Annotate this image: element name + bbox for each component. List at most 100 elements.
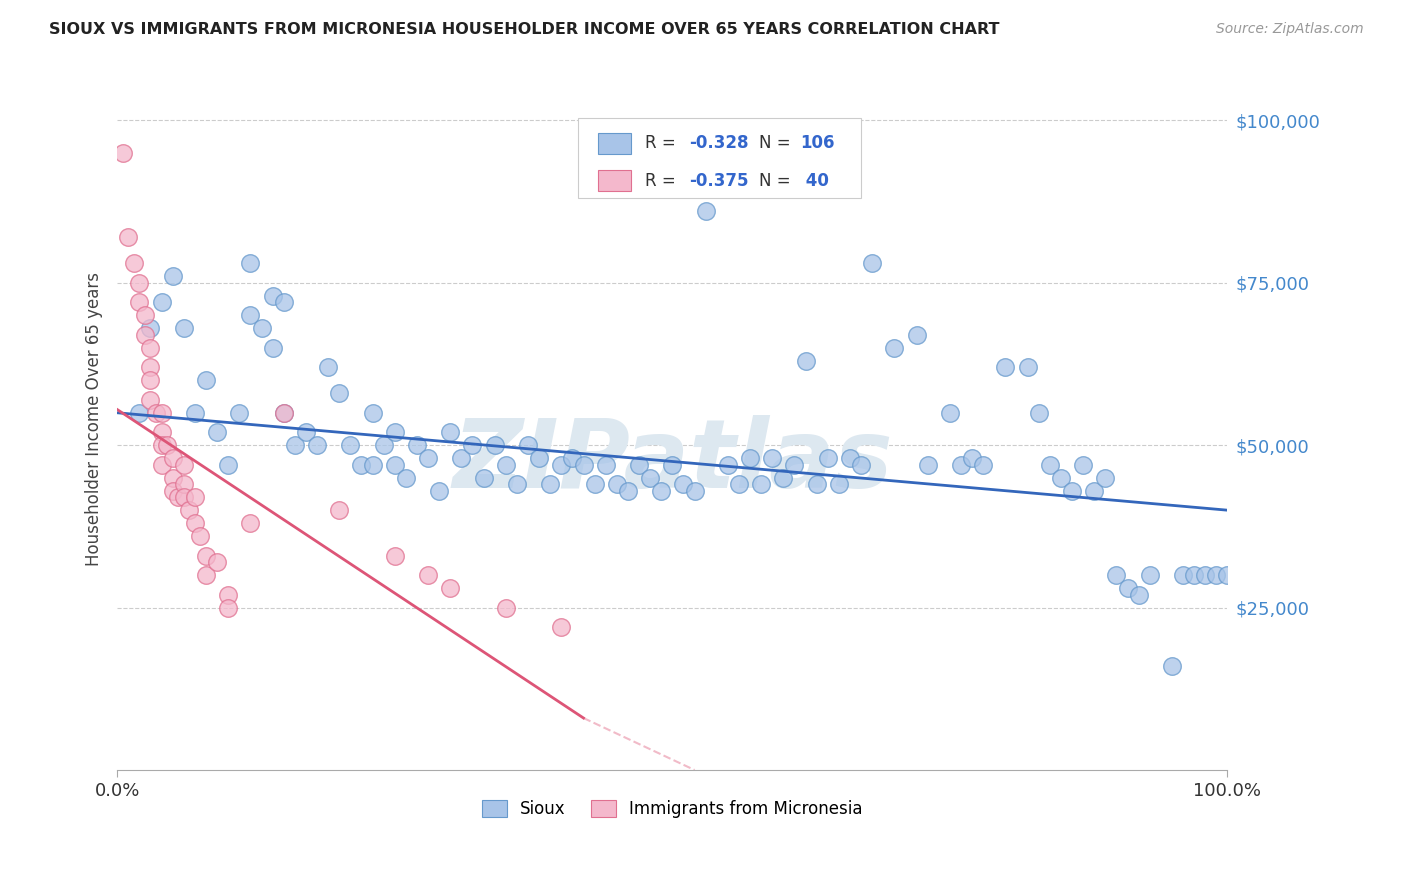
Point <box>339 438 361 452</box>
Point <box>1050 471 1073 485</box>
Text: N =: N = <box>759 135 796 153</box>
Point <box>506 477 529 491</box>
Point <box>439 425 461 440</box>
Point <box>305 438 328 452</box>
Point <box>217 588 239 602</box>
Point <box>517 438 540 452</box>
Point <box>917 458 939 472</box>
Point <box>617 483 640 498</box>
Point <box>150 406 173 420</box>
Point <box>1071 458 1094 472</box>
Point <box>1216 568 1239 582</box>
FancyBboxPatch shape <box>598 133 631 154</box>
Point <box>638 471 661 485</box>
Point <box>373 438 395 452</box>
Text: -0.375: -0.375 <box>689 171 748 189</box>
Point <box>361 406 384 420</box>
Point <box>1139 568 1161 582</box>
Point <box>484 438 506 452</box>
Point <box>950 458 973 472</box>
Point <box>184 516 207 531</box>
Point <box>328 503 350 517</box>
Point <box>150 438 173 452</box>
Point <box>134 327 156 342</box>
Point <box>595 458 617 472</box>
Point <box>150 458 173 472</box>
Point <box>416 451 439 466</box>
Point <box>162 451 184 466</box>
Point <box>139 360 162 375</box>
Point <box>179 503 201 517</box>
Text: 40: 40 <box>800 171 830 189</box>
Point <box>817 451 839 466</box>
Point <box>1194 568 1216 582</box>
Point <box>772 471 794 485</box>
Point <box>495 458 517 472</box>
Point <box>1171 568 1194 582</box>
Point <box>150 425 173 440</box>
Point <box>128 295 150 310</box>
Point <box>628 458 651 472</box>
Point <box>205 555 228 569</box>
Point <box>128 406 150 420</box>
Point <box>361 458 384 472</box>
Point <box>1094 471 1116 485</box>
Text: R =: R = <box>644 171 681 189</box>
Point <box>150 295 173 310</box>
Point <box>538 477 561 491</box>
Point <box>328 386 350 401</box>
Point <box>1105 568 1128 582</box>
Point <box>162 483 184 498</box>
Point <box>450 451 472 466</box>
Point <box>217 458 239 472</box>
Point <box>195 549 218 563</box>
Point <box>316 360 339 375</box>
Point <box>728 477 751 491</box>
Point <box>145 406 167 420</box>
Point <box>239 256 262 270</box>
Point <box>1161 659 1184 673</box>
Point <box>139 341 162 355</box>
Point <box>738 451 761 466</box>
Point <box>217 600 239 615</box>
Point <box>156 438 179 452</box>
Point <box>250 321 273 335</box>
Point <box>905 327 928 342</box>
Point <box>439 581 461 595</box>
Point <box>139 392 162 407</box>
Point <box>139 321 162 335</box>
Point <box>461 438 484 452</box>
Point <box>849 458 872 472</box>
FancyBboxPatch shape <box>598 170 631 191</box>
Point <box>195 373 218 387</box>
Point <box>128 276 150 290</box>
Point <box>295 425 318 440</box>
Point <box>228 406 250 420</box>
Point <box>111 145 134 160</box>
Point <box>262 341 284 355</box>
Text: -0.328: -0.328 <box>689 135 748 153</box>
Point <box>350 458 373 472</box>
Point <box>416 568 439 582</box>
Point <box>583 477 606 491</box>
Point <box>1028 406 1050 420</box>
Y-axis label: Householder Income Over 65 years: Householder Income Over 65 years <box>86 272 103 566</box>
Point <box>1060 483 1083 498</box>
Point <box>427 483 450 498</box>
Point <box>239 309 262 323</box>
Point <box>860 256 883 270</box>
Point <box>717 458 740 472</box>
Point <box>527 451 550 466</box>
Point <box>173 477 195 491</box>
Point <box>960 451 983 466</box>
Point <box>994 360 1017 375</box>
Point <box>472 471 495 485</box>
Point <box>190 529 212 543</box>
Text: 106: 106 <box>800 135 835 153</box>
Text: N =: N = <box>759 171 796 189</box>
Point <box>883 341 905 355</box>
Point <box>939 406 962 420</box>
Point <box>1182 568 1205 582</box>
Point <box>273 406 295 420</box>
Point <box>173 490 195 504</box>
